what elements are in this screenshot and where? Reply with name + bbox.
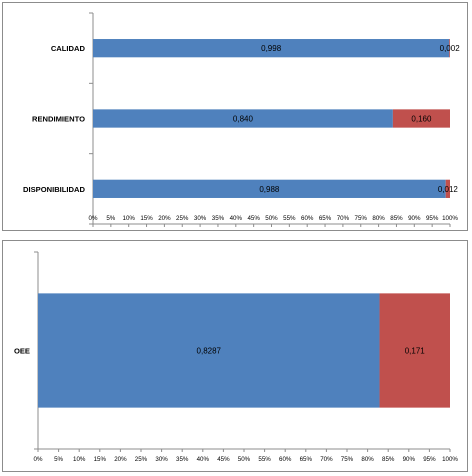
x-tick-label: 0% bbox=[89, 215, 98, 222]
x-tick-label: 45% bbox=[247, 215, 260, 222]
x-tick-label: 85% bbox=[382, 456, 395, 463]
data-label: 0,002 bbox=[440, 44, 461, 53]
x-tick-label: 0% bbox=[34, 456, 43, 463]
x-tick-label: 100% bbox=[442, 456, 458, 463]
x-tick-label: 75% bbox=[355, 215, 368, 222]
x-tick-label: 30% bbox=[155, 456, 168, 463]
factors-bar-chart: 0,998 0,002 CALIDAD 0,840 0,160 RENDIMIENTO 0,… bbox=[23, 12, 461, 227]
data-label: 0,171 bbox=[405, 347, 426, 356]
x-tick-label: 70% bbox=[320, 456, 333, 463]
x-tick-label: 90% bbox=[403, 456, 416, 463]
category-label: CALIDAD bbox=[51, 44, 86, 53]
bar-segment bbox=[449, 39, 450, 58]
x-tick-label: 95% bbox=[426, 215, 439, 222]
x-tick-label: 40% bbox=[197, 456, 210, 463]
x-tick-label: 15% bbox=[94, 456, 107, 463]
x-tick-label: 80% bbox=[361, 456, 374, 463]
x-tick-label: 30% bbox=[194, 215, 207, 222]
data-label: 0,998 bbox=[261, 44, 282, 53]
x-tick-label: 55% bbox=[258, 456, 271, 463]
x-tick-label: 75% bbox=[341, 456, 354, 463]
chart-panel-oee: 0,8287 0,171 OEE 0% 5% 10% 15% 20% 25% 30% 35% 40% 4… bbox=[2, 240, 468, 472]
x-tick-label: 35% bbox=[212, 215, 225, 222]
x-tick-label: 15% bbox=[140, 215, 153, 222]
data-label: 0,160 bbox=[411, 115, 432, 124]
x-tick-label: 20% bbox=[158, 215, 171, 222]
category-label: DISPONIBILIDAD bbox=[23, 185, 86, 194]
x-tick-label: 50% bbox=[265, 215, 278, 222]
x-tick-label: 95% bbox=[423, 456, 436, 463]
data-label: 0,012 bbox=[438, 185, 459, 194]
x-tick-label: 10% bbox=[123, 215, 136, 222]
x-tick-label: 5% bbox=[54, 456, 63, 463]
category-label: OEE bbox=[14, 347, 30, 356]
bar-segment bbox=[392, 109, 450, 128]
x-tick-label: 20% bbox=[114, 456, 127, 463]
chart-panel-factors: 0,998 0,002 CALIDAD 0,840 0,160 RENDIMIENTO 0,… bbox=[2, 2, 468, 231]
bar-segment bbox=[93, 179, 446, 198]
x-tick-label: 100% bbox=[442, 215, 458, 222]
x-tick-label: 85% bbox=[390, 215, 403, 222]
x-tick-label: 60% bbox=[279, 456, 292, 463]
x-tick-label: 25% bbox=[176, 215, 189, 222]
bar-segment bbox=[93, 109, 393, 128]
x-tick-label: 45% bbox=[217, 456, 230, 463]
oee-bar-chart: 0,8287 0,171 OEE 0% 5% 10% 15% 20% 25% 30% 35% 40% 4… bbox=[14, 251, 458, 463]
x-tick-label: 65% bbox=[319, 215, 332, 222]
data-label: 0,8287 bbox=[197, 347, 222, 356]
x-tick-label: 65% bbox=[300, 456, 313, 463]
bar-segment bbox=[38, 293, 380, 408]
x-tick-label: 10% bbox=[73, 456, 86, 463]
bar-segment bbox=[445, 179, 450, 198]
data-label: 0,988 bbox=[259, 185, 280, 194]
bar-segment bbox=[93, 39, 450, 58]
bar-segment bbox=[379, 293, 450, 408]
x-tick-label: 80% bbox=[372, 215, 385, 222]
x-tick-label: 90% bbox=[408, 215, 421, 222]
x-tick-label: 50% bbox=[238, 456, 251, 463]
x-tick-label: 55% bbox=[283, 215, 296, 222]
x-tick-label: 70% bbox=[337, 215, 350, 222]
x-tick-label: 40% bbox=[230, 215, 243, 222]
data-label: 0,840 bbox=[233, 115, 254, 124]
category-label: RENDIMIENTO bbox=[32, 115, 85, 124]
x-tick-label: 60% bbox=[301, 215, 314, 222]
x-tick-label: 5% bbox=[106, 215, 115, 222]
x-tick-label: 35% bbox=[176, 456, 189, 463]
x-tick-label: 25% bbox=[135, 456, 148, 463]
